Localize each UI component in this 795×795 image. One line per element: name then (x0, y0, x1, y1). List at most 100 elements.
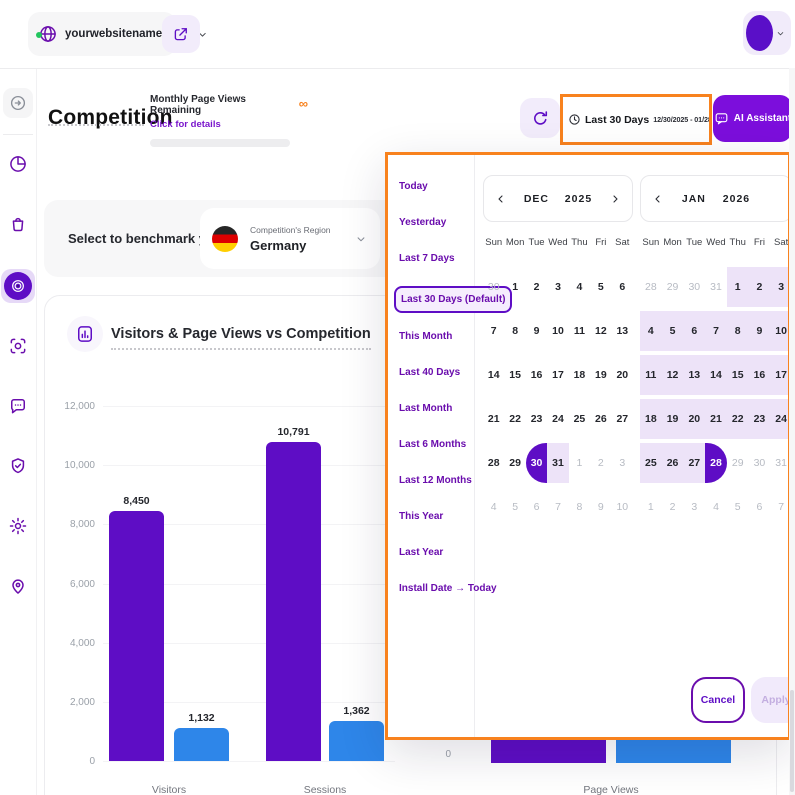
prev-month-button[interactable] (494, 192, 508, 206)
preset-today[interactable]: Today (399, 181, 428, 192)
sidebar-item-audience-scan[interactable] (3, 331, 33, 361)
day-cell[interactable]: 7 (555, 501, 561, 513)
day-cell[interactable]: 19 (661, 399, 684, 439)
day-cell[interactable]: 10 (552, 325, 564, 337)
day-cell[interactable]: 12 (661, 355, 684, 395)
day-cell[interactable]: 7 (778, 501, 785, 513)
preset-this-year[interactable]: This Year (399, 511, 444, 522)
day-cell[interactable]: 1 (726, 267, 749, 307)
day-cell[interactable]: 20 (616, 369, 629, 381)
preset-install-date-today[interactable]: Install Date → Today (399, 583, 497, 594)
day-cell[interactable]: 4 (640, 311, 662, 351)
day-cell[interactable]: 7 (490, 325, 497, 337)
sidebar-item-orders[interactable] (3, 209, 33, 239)
day-cell[interactable]: 22 (726, 399, 749, 439)
day-cell[interactable]: 10 (770, 311, 788, 351)
day-cell[interactable]: 23 (530, 413, 543, 425)
day-cell[interactable]: 29 (731, 457, 744, 469)
preset-last-7-days[interactable]: Last 7 Days (399, 253, 455, 264)
day-cell[interactable]: 4 (713, 501, 719, 513)
day-cell[interactable]: 8 (576, 501, 583, 513)
day-cell[interactable]: 19 (595, 369, 607, 381)
day-cell[interactable]: 28 (645, 281, 657, 293)
day-cell[interactable]: 29 (666, 281, 679, 293)
day-cell[interactable]: 20 (683, 399, 706, 439)
day-cell[interactable]: 25 (640, 443, 662, 483)
day-cell[interactable]: 7 (705, 311, 727, 351)
day-cell[interactable]: 26 (595, 413, 607, 425)
day-cell[interactable]: 9 (533, 325, 540, 337)
sidebar-item-competition[interactable] (1, 269, 35, 303)
day-cell[interactable]: 9 (748, 311, 771, 351)
sidebar-item-collapse-panel[interactable] (3, 88, 33, 118)
day-cell[interactable]: 31 (775, 457, 787, 469)
day-cell[interactable]: 8 (726, 311, 749, 351)
day-cell[interactable]: 28 (487, 457, 500, 469)
day-cell[interactable]: 18 (640, 399, 662, 439)
preset-last-year[interactable]: Last Year (399, 547, 444, 558)
day-cell[interactable]: 12 (595, 325, 607, 337)
day-cell[interactable]: 15 (509, 369, 521, 381)
day-cell[interactable]: 29 (509, 457, 521, 469)
day-cell[interactable]: 11 (640, 355, 662, 395)
scrollbar-thumb[interactable] (790, 690, 794, 792)
website-selector[interactable]: yourwebsitename.com (28, 12, 206, 56)
day-cell[interactable]: 30 (525, 443, 548, 483)
day-cell[interactable]: 10 (616, 501, 629, 513)
day-cell[interactable]: 30 (753, 457, 766, 469)
day-cell[interactable]: 14 (705, 355, 727, 395)
sidebar-item-analytics[interactable] (3, 149, 33, 179)
external-link-button[interactable] (162, 15, 200, 53)
day-cell[interactable]: 24 (552, 413, 564, 425)
preset-last-6-months[interactable]: Last 6 Months (399, 439, 467, 450)
sidebar-item-settings[interactable] (3, 511, 33, 541)
day-cell[interactable]: 18 (573, 369, 586, 381)
day-cell[interactable]: 3 (691, 501, 698, 513)
day-cell[interactable]: 2 (669, 501, 676, 513)
sidebar-item-security[interactable] (3, 451, 33, 481)
day-cell[interactable]: 30 (487, 281, 500, 293)
day-cell[interactable]: 28 (705, 443, 727, 483)
quota-details-link[interactable]: Click for details (150, 119, 221, 130)
day-cell[interactable]: 31 (547, 443, 569, 483)
day-cell[interactable]: 21 (487, 413, 500, 425)
ai-assistant-button[interactable]: AI Assistant (713, 95, 792, 142)
day-cell[interactable]: 3 (619, 457, 626, 469)
day-cell[interactable]: 3 (555, 281, 561, 293)
day-cell[interactable]: 27 (683, 443, 706, 483)
day-cell[interactable]: 25 (573, 413, 586, 425)
day-cell[interactable]: 24 (770, 399, 788, 439)
sidebar-item-feedback-chat[interactable] (3, 391, 33, 421)
preset-last-12-months[interactable]: Last 12 Months (399, 475, 472, 486)
day-cell[interactable]: 4 (490, 501, 497, 513)
day-cell[interactable]: 13 (683, 355, 706, 395)
day-cell[interactable]: 6 (683, 311, 706, 351)
preset-last-30-days-default[interactable]: Last 30 Days (Default) (394, 286, 513, 313)
preset-yesterday[interactable]: Yesterday (399, 217, 447, 228)
day-cell[interactable]: 2 (533, 281, 540, 293)
day-cell[interactable]: 1 (512, 281, 519, 293)
day-cell[interactable]: 30 (688, 281, 701, 293)
day-cell[interactable]: 1 (576, 457, 583, 469)
day-cell[interactable]: 5 (661, 311, 684, 351)
prev-month-button[interactable] (651, 192, 665, 206)
preset-last-month[interactable]: Last Month (399, 403, 453, 414)
day-cell[interactable]: 16 (530, 369, 543, 381)
day-cell[interactable]: 3 (770, 267, 788, 307)
day-cell[interactable]: 5 (597, 281, 604, 293)
day-cell[interactable]: 2 (597, 457, 604, 469)
next-month-button[interactable] (608, 192, 622, 206)
day-cell[interactable]: 23 (748, 399, 771, 439)
day-cell[interactable]: 27 (616, 413, 629, 425)
region-dropdown[interactable]: Competition's Region Germany (200, 208, 380, 269)
preset-last-40-days[interactable]: Last 40 Days (399, 367, 461, 378)
day-cell[interactable]: 9 (597, 501, 604, 513)
day-cell[interactable]: 5 (512, 501, 519, 513)
day-cell[interactable]: 1 (647, 501, 654, 513)
day-cell[interactable]: 14 (487, 369, 500, 381)
day-cell[interactable]: 11 (573, 325, 585, 337)
day-cell[interactable]: 2 (748, 267, 771, 307)
day-cell[interactable]: 13 (616, 325, 629, 337)
day-cell[interactable]: 31 (710, 281, 722, 293)
day-cell[interactable]: 8 (512, 325, 519, 337)
